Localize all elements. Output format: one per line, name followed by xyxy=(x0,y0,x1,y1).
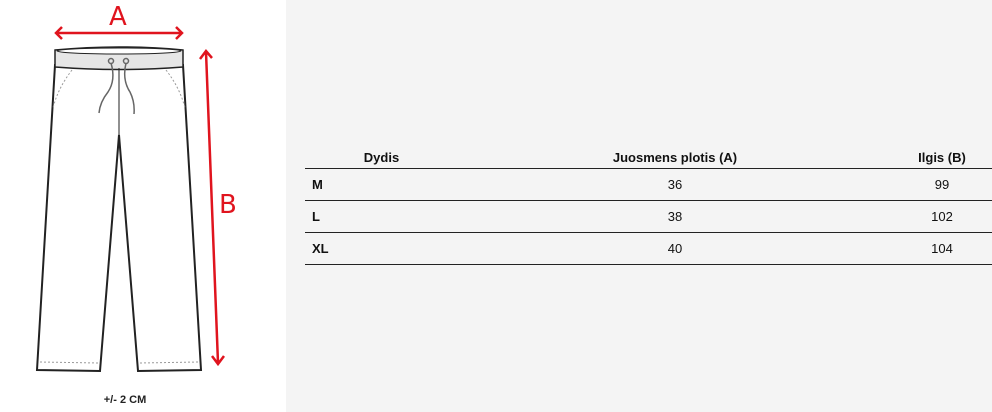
cell-size: M xyxy=(305,168,458,201)
measure-arrows xyxy=(54,26,225,367)
cell-length: 104 xyxy=(892,232,992,265)
cell-waist: 40 xyxy=(458,232,892,265)
cell-length: 102 xyxy=(892,200,992,233)
arrow-b xyxy=(199,49,225,367)
table-row: L 38 102 xyxy=(305,200,992,233)
header-waist: Juosmens plotis (A) xyxy=(458,146,892,169)
pants-outline xyxy=(35,64,203,373)
pants-illustration xyxy=(35,26,225,373)
arrow-a xyxy=(54,26,184,40)
label-b: B xyxy=(219,190,237,220)
size-table: Dydis Juosmens plotis (A) Ilgis (B) M 36… xyxy=(305,146,992,265)
table-row: M 36 99 xyxy=(305,168,992,201)
cell-length: 99 xyxy=(892,168,992,201)
header-size: Dydis xyxy=(305,146,458,169)
cell-size: XL xyxy=(305,232,458,265)
cell-size: L xyxy=(305,200,458,233)
cell-waist: 38 xyxy=(458,200,892,233)
tolerance-note: +/- 2 CM xyxy=(103,394,147,406)
header-length: Ilgis (B) xyxy=(892,146,992,169)
table-header: Dydis Juosmens plotis (A) Ilgis (B) xyxy=(305,146,992,169)
drawstring xyxy=(98,57,135,115)
size-diagram: A B +/- 2 CM xyxy=(0,0,286,412)
table-row: XL 40 104 xyxy=(305,232,992,265)
cell-waist: 36 xyxy=(458,168,892,201)
label-a: A xyxy=(109,2,127,32)
